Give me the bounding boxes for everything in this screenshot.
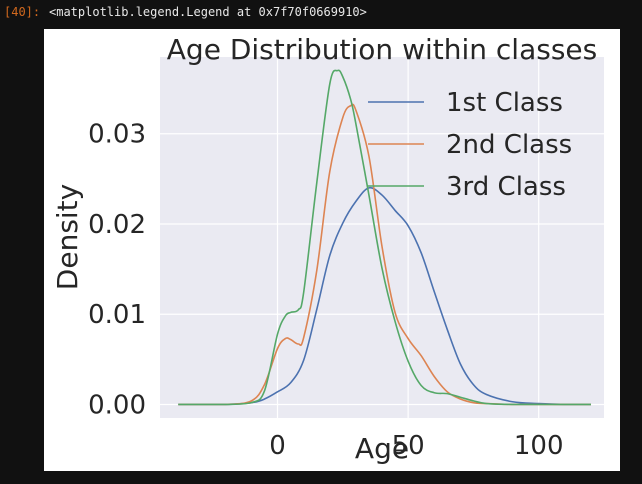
series-line-3rd-class <box>178 69 591 406</box>
y-axis-label: Density <box>51 184 84 290</box>
cell-output-text: <matplotlib.legend.Legend at 0x7f70f0669… <box>49 5 367 19</box>
x-axis-label: Age <box>355 432 409 465</box>
chart-title: Age Distribution within classes <box>167 33 597 66</box>
cell-prompt: [40]: <box>4 5 41 19</box>
y-tick-label: 0.02 <box>88 210 146 240</box>
series-line-1st-class <box>178 186 591 406</box>
plot-area <box>160 57 604 418</box>
y-tick-label: 0.01 <box>88 300 146 330</box>
figure-canvas: 0 50 100 0.00 0.01 0.02 0.03 Age Distribution … <box>44 29 620 471</box>
legend-label-3rd-class: 3rd Class <box>446 172 566 202</box>
legend: 1st Class 2nd Class 3rd Class <box>368 88 572 202</box>
legend-label-1st-class: 1st Class <box>446 88 563 118</box>
series-lines <box>178 69 591 406</box>
x-tick-label: 100 <box>514 431 564 461</box>
tick-labels: 0 50 100 0.00 0.01 0.02 0.03 <box>88 120 563 461</box>
x-tick-label: 50 <box>392 431 425 461</box>
y-tick-label: 0.03 <box>88 120 146 150</box>
x-tick-label: 0 <box>269 431 286 461</box>
y-tick-label: 0.00 <box>88 390 146 420</box>
legend-label-2nd-class: 2nd Class <box>446 130 572 160</box>
series-line-2nd-class <box>178 103 591 406</box>
density-chart: 0 50 100 0.00 0.01 0.02 0.03 Age Distribution … <box>51 33 604 465</box>
